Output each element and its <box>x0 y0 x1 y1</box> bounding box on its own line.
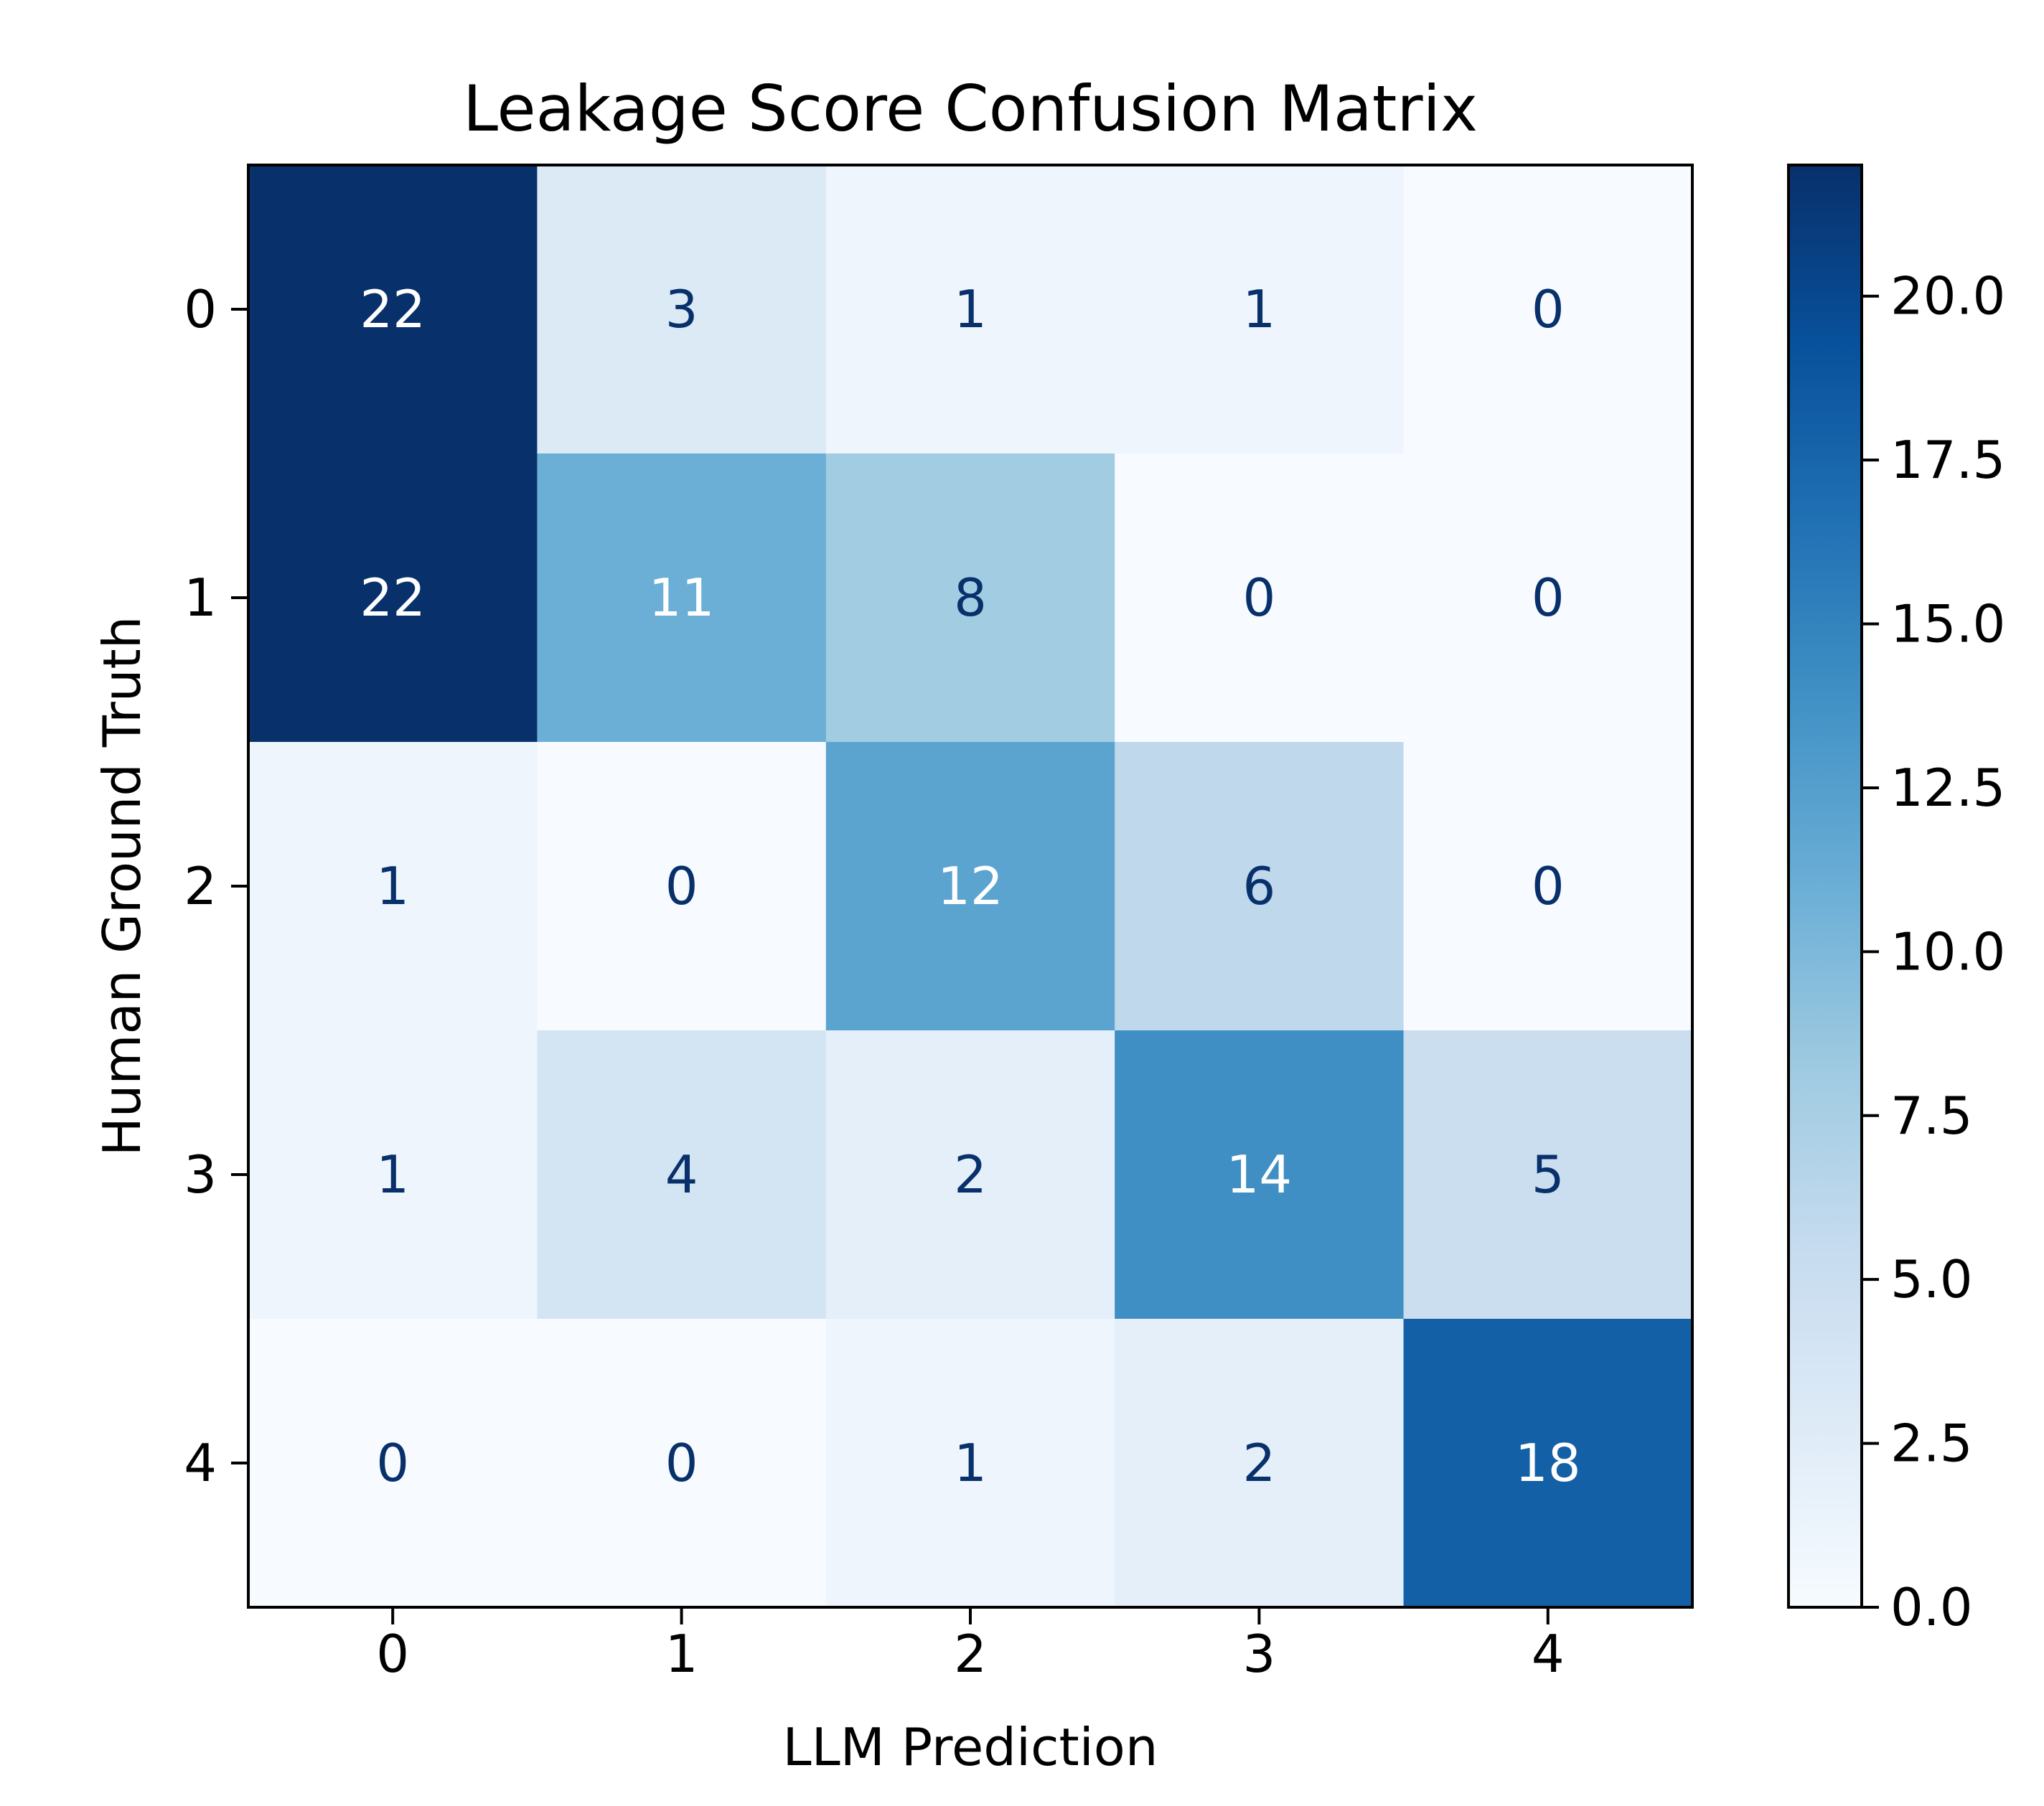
heatmap-cell-value: 1 <box>376 856 409 916</box>
heatmap-cell-value: 0 <box>665 1433 698 1493</box>
heatmap-cell-value: 0 <box>1532 568 1565 628</box>
heatmap-cell <box>825 1319 1115 1608</box>
heatmap-cell <box>248 1319 538 1608</box>
heatmap-cell-value: 11 <box>649 568 715 628</box>
x-tick-label: 4 <box>1532 1624 1565 1684</box>
heatmap-cell-value: 0 <box>665 856 698 916</box>
heatmap-cell-value: 1 <box>954 279 987 339</box>
heatmap-cell-value: 3 <box>665 279 698 339</box>
heatmap-cell <box>248 742 538 1031</box>
heatmap-cell-value: 0 <box>1532 856 1565 916</box>
heatmap-cell-value: 0 <box>376 1433 409 1493</box>
heatmap-cell <box>1403 1030 1693 1320</box>
y-axis-label: Human Ground Truth <box>92 616 152 1157</box>
heatmap-cell-value: 1 <box>954 1433 987 1493</box>
colorbar-tick-label: 2.5 <box>1890 1414 1973 1474</box>
colorbar-tick-label: 0.0 <box>1890 1577 1973 1637</box>
heatmap-cell-value: 0 <box>1242 568 1275 628</box>
y-tick-label: 4 <box>184 1433 217 1493</box>
heatmap-cell-value: 2 <box>954 1144 987 1205</box>
colorbar-gradient <box>1788 165 1862 1607</box>
heatmap-cell-value: 12 <box>937 856 1003 916</box>
heatmap-cell <box>537 1319 827 1608</box>
heatmap-cell <box>825 453 1115 743</box>
colorbar-ticks: 0.0 2.5 5.0 7.5 10.0 12.5 15.0 17.5 20.0 <box>1862 266 2005 1637</box>
heatmap-cell <box>1403 453 1693 743</box>
heatmap-cell <box>537 453 827 743</box>
heatmap-cell-value: 6 <box>1242 856 1275 916</box>
x-axis: 0 1 2 3 4 <box>376 1607 1565 1684</box>
y-tick-label: 2 <box>184 856 217 916</box>
y-tick-label: 0 <box>184 279 217 339</box>
heatmap-cell-value: 1 <box>376 1144 409 1205</box>
colorbar-tick-label: 10.0 <box>1890 921 2005 982</box>
heatmap-cell <box>1403 165 1693 454</box>
heatmap-cell-value: 2 <box>1242 1433 1275 1493</box>
heatmap-cell <box>248 453 538 743</box>
colorbar-tick-label: 20.0 <box>1890 266 2005 326</box>
x-tick-label: 0 <box>376 1624 409 1684</box>
x-tick-label: 3 <box>1242 1624 1275 1684</box>
heatmap-cell <box>1403 1319 1693 1608</box>
x-axis-label: LLM Prediction <box>783 1717 1158 1777</box>
heatmap-cell <box>537 1030 827 1320</box>
heatmap-cell-value: 8 <box>954 568 987 628</box>
colorbar: 0.0 2.5 5.0 7.5 10.0 12.5 15.0 17.5 20.0 <box>1787 164 2005 1637</box>
y-axis: 0 1 2 3 4 <box>184 279 248 1493</box>
heatmap-cell <box>1115 453 1405 743</box>
colorbar-frame <box>1787 164 1863 1609</box>
heatmap-cell <box>537 742 827 1031</box>
chart-title: Leakage Score Confusion Matrix <box>463 72 1478 146</box>
colorbar-tick-label: 12.5 <box>1890 758 2005 818</box>
colorbar-tick-label: 7.5 <box>1890 1086 1973 1146</box>
heatmap-cell-value: 0 <box>1532 279 1565 339</box>
heatmap-cell <box>825 1030 1115 1320</box>
y-tick-label: 3 <box>184 1144 217 1205</box>
colorbar-tick-label: 17.5 <box>1890 430 2005 490</box>
heatmap-cell <box>248 165 538 454</box>
heatmap-cell <box>1115 1319 1405 1608</box>
heatmap-cell-value: 14 <box>1227 1144 1293 1205</box>
colorbar-tick-label: 5.0 <box>1890 1249 1973 1309</box>
heatmap-cells <box>248 165 1693 1608</box>
heatmap-cell <box>1115 1030 1405 1320</box>
heatmap-cell <box>1115 165 1405 454</box>
x-tick-label: 1 <box>665 1624 698 1684</box>
heatmap-cell <box>825 165 1115 454</box>
heatmap-cell <box>1403 742 1693 1031</box>
heatmap-cell-value: 5 <box>1532 1144 1565 1205</box>
colorbar-tick-label: 15.0 <box>1890 594 2005 654</box>
heatmap-cell-value: 22 <box>360 568 426 628</box>
heatmap-cell-value: 22 <box>360 279 426 339</box>
heatmap-cell-value: 18 <box>1515 1433 1581 1493</box>
heatmap-cell <box>248 1030 538 1320</box>
heatmap-cell <box>825 742 1115 1031</box>
heatmap-cell-labels: 22 3 1 1 022 11 8 0 01 0 12 6 01 4 2 14 50 0 1 2 18 <box>360 279 1580 1493</box>
y-tick-label: 1 <box>184 568 217 628</box>
x-tick-label: 2 <box>954 1624 987 1684</box>
heatmap-cell-value: 4 <box>665 1144 698 1205</box>
heatmap-cell <box>1115 742 1405 1031</box>
heatmap-cell <box>537 165 827 454</box>
heatmap-cell-value: 1 <box>1242 279 1275 339</box>
